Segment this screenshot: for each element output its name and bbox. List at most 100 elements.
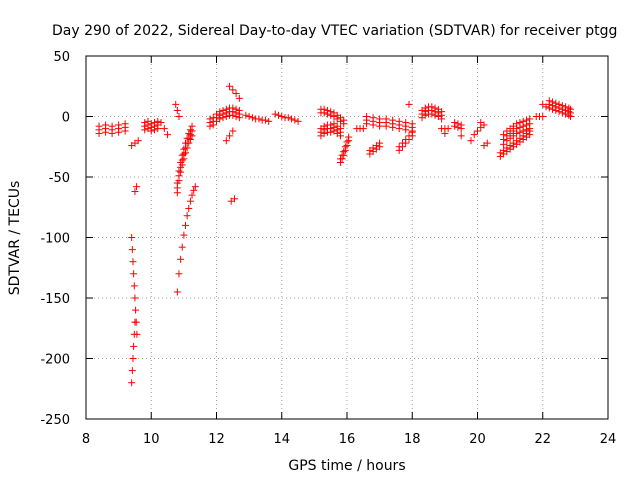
data-point	[128, 246, 136, 254]
data-point	[186, 135, 194, 143]
data-point	[222, 137, 230, 145]
data-point	[431, 111, 439, 119]
data-point	[340, 151, 348, 159]
data-point	[183, 212, 191, 220]
data-point	[172, 100, 180, 108]
data-point	[190, 186, 198, 194]
data-point	[230, 195, 238, 203]
data-point	[470, 131, 478, 139]
data-point	[128, 367, 136, 375]
data-point	[477, 119, 485, 127]
data-point	[516, 128, 524, 136]
data-point	[229, 127, 237, 135]
data-point	[147, 127, 155, 135]
data-point	[160, 125, 168, 133]
y-tick-label: 50	[53, 50, 70, 65]
x-tick-label: 20	[469, 432, 486, 447]
y-tick-label: 0	[62, 111, 70, 126]
data-point	[483, 139, 491, 147]
data-point	[183, 144, 191, 152]
data-point	[274, 111, 282, 119]
data-point	[188, 132, 196, 140]
data-point	[182, 149, 190, 157]
data-point	[291, 116, 299, 124]
data-point	[219, 114, 227, 122]
data-point	[248, 114, 256, 122]
data-point	[549, 105, 557, 113]
data-point	[454, 123, 462, 131]
data-point	[242, 111, 250, 119]
data-point	[131, 318, 139, 326]
data-point	[255, 115, 263, 123]
data-point	[467, 137, 475, 145]
data-point	[428, 110, 436, 118]
data-point	[115, 128, 123, 136]
data-point	[327, 128, 335, 136]
data-point	[133, 183, 141, 191]
data-point	[265, 117, 273, 125]
y-tick-label: -200	[40, 353, 70, 368]
data-point	[542, 103, 550, 111]
y-tick-label: -150	[40, 292, 70, 307]
data-point	[216, 115, 224, 123]
data-point	[141, 126, 149, 134]
data-point	[182, 221, 190, 229]
data-point	[405, 135, 413, 143]
data-point	[338, 155, 346, 163]
data-point	[402, 139, 410, 147]
data-point	[222, 113, 230, 120]
data-point	[129, 355, 137, 362]
data-point	[395, 146, 403, 154]
data-point	[369, 121, 377, 129]
data-point	[132, 306, 140, 314]
data-point	[128, 379, 136, 387]
grid	[86, 56, 608, 419]
x-tick-label: 24	[600, 432, 617, 447]
data-point	[457, 132, 465, 140]
data-point	[154, 125, 162, 133]
x-axis-label: GPS time / hours	[288, 458, 405, 474]
data-point	[376, 122, 384, 130]
data-point	[173, 106, 181, 114]
data-point	[545, 104, 553, 112]
data-point	[180, 155, 188, 163]
data-point	[226, 132, 234, 140]
data-point	[294, 117, 302, 125]
data-point	[131, 294, 139, 302]
data-point	[121, 127, 129, 135]
data-point	[284, 114, 292, 122]
data-point	[552, 106, 560, 114]
data-point	[408, 132, 416, 140]
data-point	[405, 100, 413, 108]
data-point	[562, 110, 570, 118]
data-point	[175, 177, 183, 185]
data-point	[441, 129, 449, 137]
data-point	[209, 121, 217, 129]
data-point	[95, 129, 103, 137]
ticks: 8 10 12 14 16 18 20 22 24 50 0 -50 -100 -150 -200 -250	[40, 50, 616, 447]
data-point	[336, 132, 344, 140]
data-point	[402, 126, 410, 134]
data-point	[288, 115, 296, 123]
data-point	[363, 120, 371, 128]
data-point	[565, 111, 573, 119]
y-tick-label: -100	[40, 232, 70, 247]
data-point	[157, 119, 165, 127]
data-point	[235, 94, 243, 102]
data-point	[398, 143, 406, 151]
data-point	[438, 115, 446, 123]
data-point	[278, 113, 286, 120]
data-point	[229, 86, 237, 94]
data-point	[271, 110, 279, 118]
data-point	[102, 128, 110, 136]
data-point	[566, 113, 574, 120]
data-point	[539, 113, 547, 120]
data-point	[235, 114, 243, 122]
data-point	[474, 127, 481, 135]
data-point	[451, 122, 459, 130]
data-point	[130, 342, 138, 350]
data-point	[188, 191, 196, 199]
data-layer	[95, 82, 574, 387]
data-point	[229, 111, 237, 119]
